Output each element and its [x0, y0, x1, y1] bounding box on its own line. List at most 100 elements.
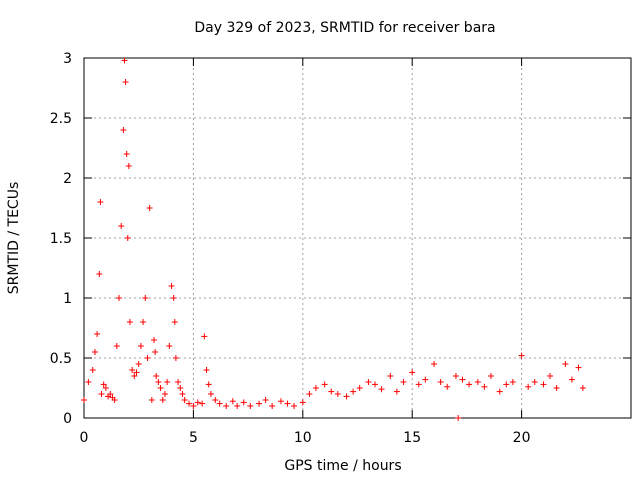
data-point [159, 397, 166, 403]
data-point [321, 381, 328, 388]
x-tick-label: 0 [80, 430, 89, 446]
data-point [194, 399, 201, 406]
data-point [474, 379, 481, 385]
data-point [343, 393, 350, 400]
data-point [171, 319, 178, 325]
data-point [372, 381, 379, 388]
data-point [118, 223, 125, 229]
data-point [120, 127, 127, 133]
data-point [422, 376, 429, 383]
data-point [350, 388, 357, 395]
data-point [525, 383, 532, 390]
data-point [518, 352, 525, 359]
data-point [575, 364, 582, 371]
data-point [509, 379, 516, 385]
data-point [146, 205, 153, 211]
data-point [100, 381, 107, 388]
data-point [277, 398, 284, 405]
data-point [89, 367, 96, 373]
data-point [107, 391, 114, 397]
data-point [137, 343, 144, 349]
data-point [306, 391, 313, 397]
data-point [240, 399, 247, 406]
x-tick-label: 15 [403, 430, 421, 446]
data-point [199, 400, 206, 407]
data-point [256, 400, 263, 407]
data-point [284, 400, 291, 407]
data-point [97, 199, 104, 205]
data-point [328, 388, 335, 395]
data-point [562, 361, 569, 367]
y-tick-label: 0.5 [50, 351, 72, 367]
grid-lines [84, 58, 631, 418]
x-axis-label: GPS time / hours [284, 458, 401, 474]
data-point [113, 343, 120, 349]
data-point [481, 383, 488, 390]
data-point [85, 379, 92, 385]
data-point [94, 331, 101, 337]
data-point [203, 367, 210, 373]
data-point [547, 373, 554, 379]
data-point [415, 381, 422, 388]
y-tick-label: 1.5 [50, 231, 72, 247]
data-point [334, 391, 341, 397]
data-point [166, 343, 173, 349]
data-point [177, 385, 184, 391]
data-point [96, 271, 103, 277]
data-point [207, 391, 214, 397]
data-point [223, 403, 230, 409]
data-point [152, 349, 159, 355]
data-point [459, 376, 466, 383]
data-point [122, 79, 129, 85]
data-point [151, 337, 158, 343]
data-point [437, 379, 444, 385]
axis-ticks: 0 5 10 15 20 0 0.5 1 1.5 2 2.5 3 [50, 51, 631, 446]
data-point [503, 381, 510, 388]
data-points [81, 57, 586, 421]
data-point [216, 400, 223, 407]
data-point [111, 397, 118, 403]
y-tick-label: 0 [63, 411, 72, 427]
data-point [400, 379, 407, 385]
data-point [131, 373, 138, 379]
data-point [148, 397, 155, 403]
data-point [568, 376, 575, 383]
x-tick-label: 20 [513, 430, 531, 446]
data-point [247, 403, 254, 409]
data-point [291, 403, 298, 409]
data-point [170, 295, 177, 301]
y-tick-label: 2.5 [50, 111, 72, 127]
data-point [123, 151, 130, 157]
data-point [452, 373, 459, 379]
data-point [431, 361, 438, 367]
data-point [91, 349, 98, 355]
data-point [124, 235, 131, 241]
data-point [229, 398, 236, 405]
data-point [234, 403, 241, 409]
data-point [387, 373, 394, 379]
data-point [553, 385, 560, 391]
data-point [496, 388, 503, 395]
data-point [579, 385, 586, 391]
data-point [531, 379, 538, 385]
y-axis-label: SRMTID / TECUs [6, 182, 22, 295]
data-point [125, 163, 132, 169]
data-point [153, 373, 160, 379]
data-point [455, 415, 462, 421]
data-point [205, 381, 212, 388]
data-point [140, 319, 147, 325]
data-point [466, 381, 473, 388]
data-point [444, 383, 451, 390]
data-point [190, 403, 197, 409]
data-point [179, 391, 186, 397]
data-point [81, 397, 87, 403]
plot-frame [83, 57, 632, 419]
data-point [393, 388, 400, 395]
data-point [409, 369, 416, 376]
data-point [135, 361, 142, 367]
y-tick-label: 3 [63, 51, 72, 67]
data-point [129, 367, 136, 373]
data-point [168, 283, 175, 289]
data-point [312, 385, 319, 391]
